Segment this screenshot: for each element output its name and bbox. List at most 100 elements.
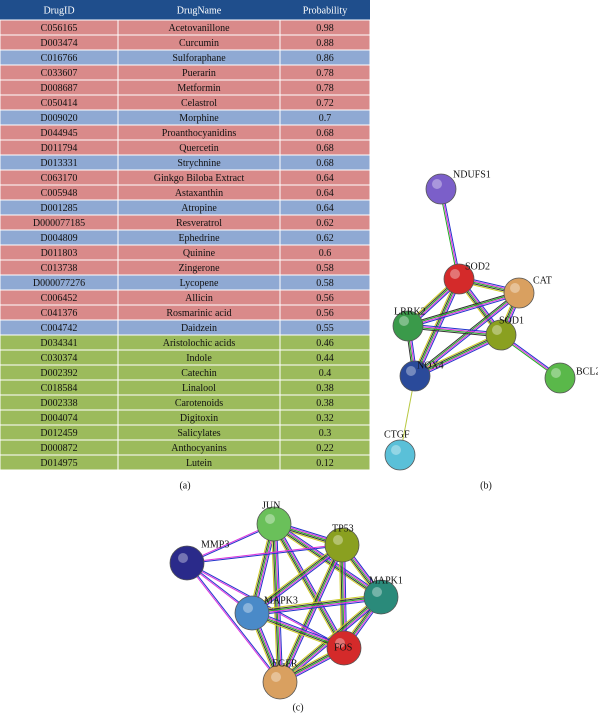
node-highlight (178, 553, 188, 563)
node-label: BCL2 (576, 366, 598, 377)
table-cell: Quercetin (179, 143, 218, 154)
edge (272, 524, 344, 649)
table-cell: 0.44 (316, 353, 334, 364)
table-cell: 0.68 (316, 143, 334, 154)
table-cell: Indole (186, 353, 212, 364)
table-cell: 0.64 (316, 188, 334, 199)
panel-label: (a) (179, 480, 190, 491)
table-cell: Celastrol (181, 98, 217, 109)
edge (280, 545, 344, 683)
table-cell: Metformin (177, 83, 220, 94)
table-cell: Ginkgo Biloba Extract (154, 173, 245, 184)
node-label: MAPK1 (369, 575, 403, 586)
edge (415, 294, 521, 378)
edge (413, 291, 519, 375)
edge (274, 523, 282, 682)
table-cell: 0.38 (316, 398, 334, 409)
table-cell: Lutein (186, 458, 212, 469)
edge (278, 594, 380, 681)
edge (408, 293, 520, 328)
node-label: CTGF (384, 429, 410, 440)
table-cell: 0.22 (316, 443, 334, 454)
table-cell: D003474 (40, 38, 77, 49)
table-cell: C006452 (41, 293, 78, 304)
table-cell: Proanthocyanidins (162, 128, 237, 139)
table-cell: C004742 (41, 323, 78, 334)
panel-label: (b) (480, 480, 492, 491)
table-cell: Linalool (182, 383, 216, 394)
node-highlight (271, 672, 281, 682)
edge (414, 333, 501, 376)
table-cell: Sulforaphane (172, 53, 226, 64)
edge (252, 545, 344, 615)
node (443, 263, 475, 295)
edge (415, 336, 503, 379)
edge (251, 544, 343, 614)
table-cell: 0.3 (319, 428, 332, 439)
table-cell: D002338 (40, 398, 77, 409)
edge (273, 523, 281, 683)
table-cell: Atropine (181, 203, 217, 214)
table-cell: D004809 (40, 233, 77, 244)
table-cell: C013738 (41, 263, 78, 274)
edge (415, 293, 520, 377)
table-cell: 0.88 (316, 38, 334, 49)
table-cell: D012459 (40, 428, 77, 439)
node (425, 173, 457, 205)
edge (252, 599, 382, 617)
table-cell: 0.72 (316, 98, 334, 109)
node-highlight (333, 535, 343, 545)
edge (407, 291, 519, 326)
table-cell: C016766 (41, 53, 78, 64)
node-label: CAT (533, 275, 552, 286)
table-cell: 0.68 (316, 158, 334, 169)
node-label: TP53 (332, 523, 354, 534)
node-highlight (406, 366, 416, 376)
node-label: EGFR (272, 658, 298, 669)
table-cell: Astaxanthin (175, 188, 223, 199)
table-cell: D000077276 (33, 278, 85, 289)
edge (413, 332, 501, 375)
node-label: NOX4 (417, 360, 444, 371)
node-label: LRRK2 (394, 306, 426, 317)
table-cell: 0.56 (316, 308, 334, 319)
header-cell: Probability (303, 5, 347, 16)
node (485, 319, 517, 351)
node-highlight (510, 283, 520, 293)
edge (272, 525, 380, 600)
table-cell: C050414 (41, 98, 78, 109)
table-cell: C005948 (41, 188, 78, 199)
edge (414, 334, 502, 377)
edge (275, 522, 347, 647)
node-label: SOD1 (499, 315, 524, 326)
table-cell: C030374 (41, 353, 78, 364)
node (326, 630, 362, 666)
table-cell: D014975 (40, 458, 77, 469)
node-label: MAPK3 (264, 595, 298, 606)
node (384, 439, 416, 471)
table-header (0, 0, 370, 20)
table-cell: 0.7 (319, 113, 332, 124)
table-cell: Morphine (179, 113, 219, 124)
table-cell: 0.32 (316, 413, 334, 424)
table-cell: C033607 (41, 68, 78, 79)
edge (271, 525, 343, 650)
edge (251, 596, 382, 614)
node-highlight (399, 316, 409, 326)
edge (281, 545, 345, 684)
edge (251, 595, 381, 613)
table-cell: Lycopene (180, 278, 219, 289)
table-cell: Anthocyanins (171, 443, 227, 454)
node-label: SOD2 (465, 261, 490, 272)
table-cell: Resveratrol (176, 218, 222, 229)
edge (272, 524, 280, 683)
table-cell: Carotenoids (175, 398, 223, 409)
edge (273, 523, 345, 649)
table-cell: Puerarin (182, 68, 216, 79)
table-cell: D011803 (41, 248, 78, 259)
table-cell: D002392 (40, 368, 77, 379)
edge (277, 543, 341, 682)
node-highlight (265, 514, 275, 524)
edge (270, 524, 278, 683)
